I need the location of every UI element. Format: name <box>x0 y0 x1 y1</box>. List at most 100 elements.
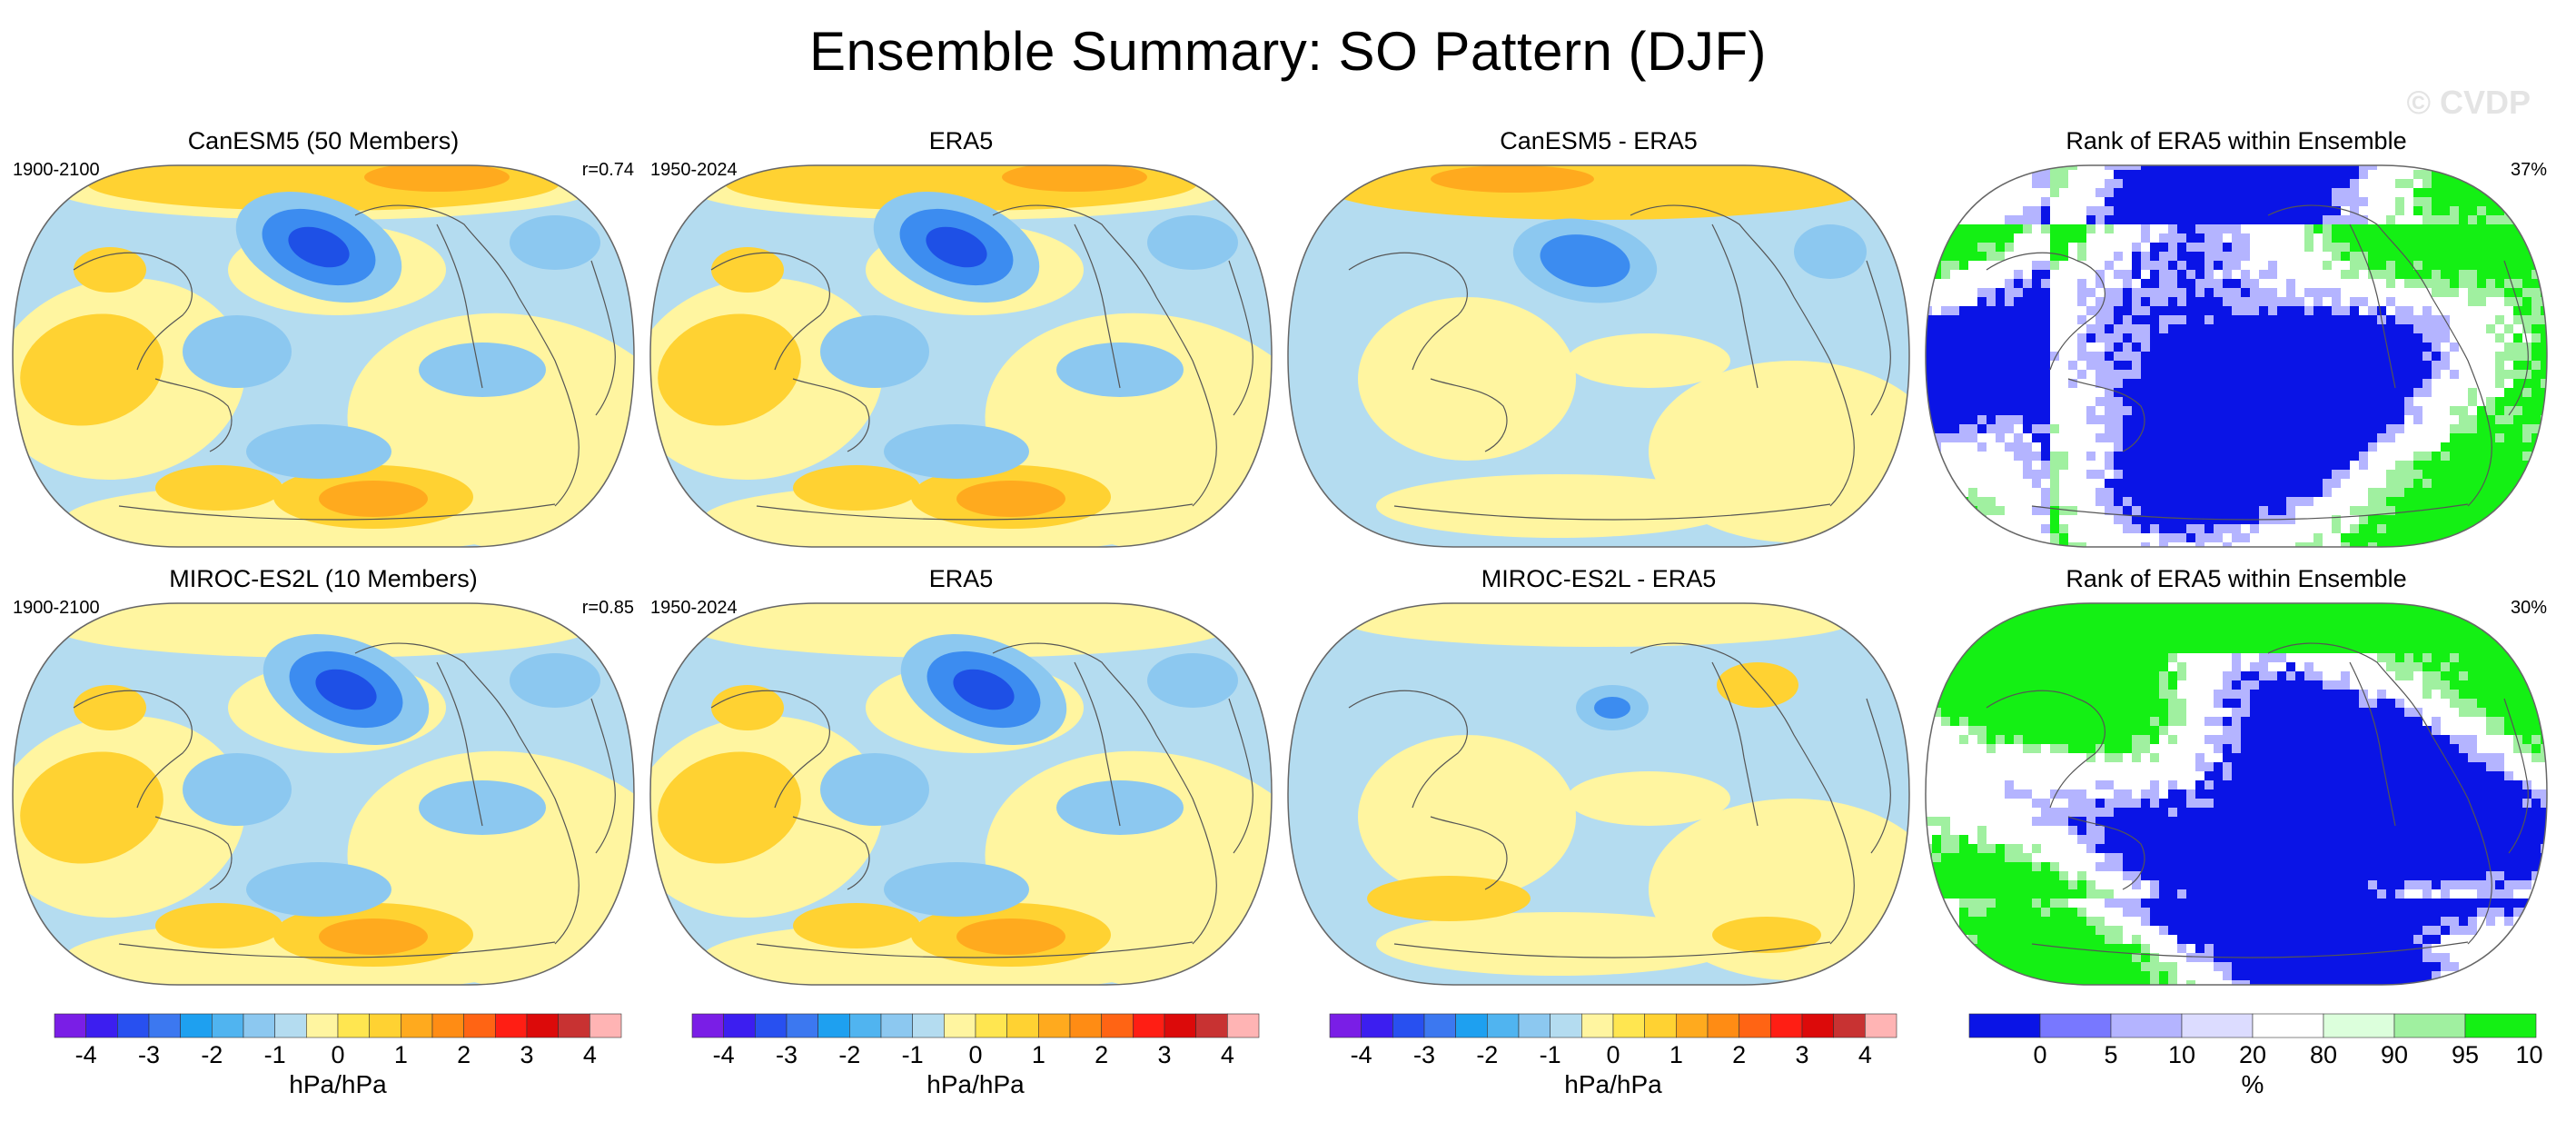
colorbar-unit-label: % <box>2241 1070 2264 1098</box>
coastlines <box>1986 642 2529 958</box>
colorbar-swatch <box>849 1013 882 1038</box>
coastline <box>710 690 830 809</box>
colorbar-swatch <box>2181 1013 2254 1038</box>
colorbar-swatch <box>85 1013 118 1038</box>
colorbar-tick-label: 0 <box>2033 1041 2046 1068</box>
coastline <box>2067 816 2145 890</box>
colorbar-swatch <box>786 1013 818 1038</box>
colorbar-tick-label: -3 <box>776 1041 798 1068</box>
colorbar-swatch <box>1329 1013 1362 1038</box>
colorbar-tick-label: 4 <box>1858 1041 1872 1068</box>
colorbar-swatch <box>1518 1013 1551 1038</box>
colorbar-swatch <box>1195 1013 1228 1038</box>
colorbar-tick-label: 10 <box>2168 1041 2195 1068</box>
colorbar-swatch <box>1968 1013 2041 1038</box>
colorbar-swatch <box>1770 1013 1803 1038</box>
colorbar-swatch <box>180 1013 213 1038</box>
colorbar-swatch <box>1644 1013 1677 1038</box>
coastline <box>756 941 1194 958</box>
coastline <box>118 503 556 521</box>
colorbar-tick-label: -1 <box>264 1041 286 1068</box>
colorbar-tick-label: -3 <box>1413 1041 1435 1068</box>
colorbar-swatch <box>817 1013 850 1038</box>
coastline <box>154 816 233 890</box>
panel-rank-miroc: Rank of ERA5 within Ensemble 30% <box>1918 565 2554 1010</box>
figure-title: Ensemble Summary: SO Pattern (DJF) <box>809 21 1767 82</box>
colorbar-tick-label: -4 <box>713 1041 735 1068</box>
colorbar-swatch <box>463 1013 496 1038</box>
colorbar-swatch <box>54 1013 86 1038</box>
coastline <box>1074 661 1121 827</box>
coastline <box>1348 252 1468 371</box>
map-border <box>12 164 635 548</box>
colorbar-swatch <box>723 1013 756 1038</box>
colorbar-swatch <box>944 1013 976 1038</box>
colorbar-swatch <box>1392 1013 1425 1038</box>
colorbar-swatch <box>1164 1013 1196 1038</box>
coastline <box>73 252 193 371</box>
coastline <box>1074 223 1121 389</box>
colorbar-tick-label: 1 <box>394 1041 408 1068</box>
coastline <box>2031 941 2469 958</box>
colorbar-tick-label: 90 <box>2381 1041 2408 1068</box>
colorbar-tick-label: 3 <box>1157 1041 1171 1068</box>
coastline <box>1866 698 1891 854</box>
colorbar-swatch <box>755 1013 788 1038</box>
map-projection <box>1287 602 1910 986</box>
coastline <box>992 204 1217 507</box>
map-projection <box>1287 164 1910 548</box>
coastline <box>992 642 1217 945</box>
map-field <box>1926 603 2547 985</box>
colorbar-tick-label: -3 <box>138 1041 160 1068</box>
colorbar-tick-label: -2 <box>201 1041 223 1068</box>
map-border <box>1925 602 2548 986</box>
coastline <box>1866 260 1891 416</box>
colorbar-tick-label: 2 <box>1095 1041 1108 1068</box>
correlation-label: r=0.85 <box>581 598 634 618</box>
colorbar-swatch <box>590 1013 622 1038</box>
coastline <box>354 204 580 507</box>
colorbar-tick-label: 3 <box>520 1041 533 1068</box>
coastline <box>1393 503 1831 521</box>
colorbar-swatch <box>1833 1013 1866 1038</box>
colorbar-swatch <box>212 1013 244 1038</box>
colorbar-tick-label: 3 <box>1795 1041 1808 1068</box>
coastline <box>710 252 830 371</box>
rank-percent-label: 30% <box>2510 598 2547 618</box>
coastlines <box>710 642 1253 958</box>
colorbar-swatch <box>243 1013 275 1038</box>
coastline <box>1986 690 2105 809</box>
period-label: 1900-2100 <box>13 160 100 180</box>
coastline <box>1430 816 1508 890</box>
colorbar-swatch <box>1707 1013 1739 1038</box>
coastline <box>1228 260 1253 416</box>
map-field <box>650 603 1272 985</box>
panel-canesm5-pattern: CanESM5 (50 Members) 1900-2100 r=0.74 <box>5 127 641 572</box>
colorbar-graphic: -4 -3 -2 -1 0 1 2 3 4 <box>1329 1013 1897 1068</box>
map-field <box>1288 165 1909 547</box>
coastline <box>354 642 580 945</box>
coastline <box>436 661 483 827</box>
map-border <box>649 164 1273 548</box>
coastline <box>1430 378 1508 452</box>
colorbar-swatch <box>1101 1013 1134 1038</box>
colorbar-swatch <box>337 1013 370 1038</box>
coastline <box>1711 661 1759 827</box>
colorbar-swatch <box>1676 1013 1709 1038</box>
colorbar-tick-label: -1 <box>902 1041 924 1068</box>
colorbar-swatch <box>1455 1013 1488 1038</box>
colorbar-swatch <box>1739 1013 1771 1038</box>
coastlines <box>710 204 1253 521</box>
map-field <box>650 165 1272 547</box>
coastline <box>118 941 556 958</box>
colorbar-graphic: -4 -3 -2 -1 0 1 2 3 4 <box>54 1013 622 1068</box>
coastline <box>2031 503 2469 521</box>
coastline <box>1228 698 1253 854</box>
colorbar-swatch <box>2039 1013 2112 1038</box>
colorbar-tick-label: 95 <box>2452 1041 2479 1068</box>
colorbar-tick-label: -2 <box>1476 1041 1498 1068</box>
coastline <box>2267 642 2492 945</box>
colorbar-swatch <box>274 1013 307 1038</box>
coastlines <box>73 204 616 521</box>
colorbar-tick-label: 2 <box>1732 1041 1746 1068</box>
